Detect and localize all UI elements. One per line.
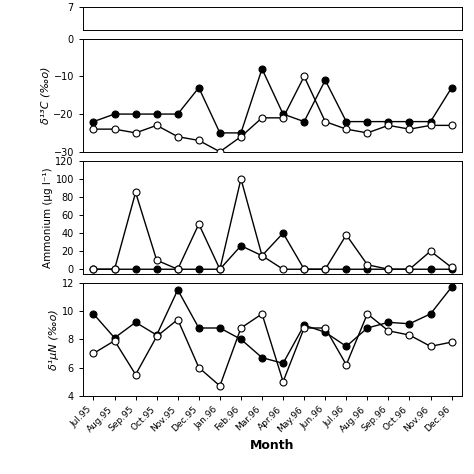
X-axis label: Month: Month: [250, 439, 295, 452]
Y-axis label: Ammonium (μg l⁻¹): Ammonium (μg l⁻¹): [43, 167, 53, 268]
Y-axis label: δ¹³C (‰o): δ¹³C (‰o): [41, 66, 51, 124]
Y-axis label: δ¹µN (‰o): δ¹µN (‰o): [49, 309, 59, 370]
